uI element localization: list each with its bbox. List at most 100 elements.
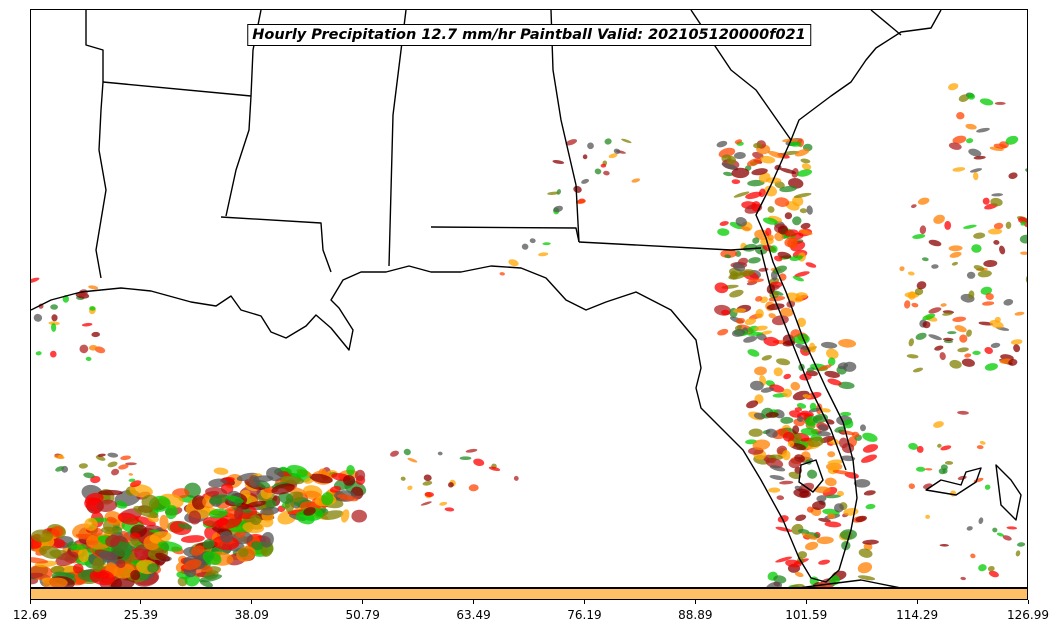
paintball-blob [731, 167, 750, 179]
paintball-blob [278, 492, 294, 504]
paintball-blob [746, 400, 759, 409]
paintball-blob [31, 572, 44, 580]
paintball-blob [988, 228, 1003, 235]
paintball-blob [718, 147, 736, 158]
paintball-blob [979, 440, 986, 445]
paintball-blob [309, 473, 333, 484]
paintball-blob [784, 237, 798, 248]
paintball-blob [208, 494, 229, 505]
paintball-blob [734, 325, 743, 330]
paintball-blob [817, 424, 829, 432]
paintball-blob [760, 330, 773, 335]
paintball-blob [904, 300, 911, 309]
paintball-blob [769, 245, 778, 253]
paintball-blob [116, 559, 126, 569]
paintball-blob [133, 505, 159, 519]
paintball-blob [965, 123, 977, 130]
paintball-blob [762, 217, 778, 225]
paintball-blob [787, 440, 795, 448]
paintball-blob [631, 178, 641, 183]
paintball-blob [916, 445, 924, 453]
paintball-blob [806, 367, 815, 372]
paintball-blob [805, 541, 819, 551]
paintball-blob [114, 500, 128, 509]
paintball-blob [573, 185, 582, 193]
colorbar-tick [362, 600, 364, 604]
paintball-blob [971, 244, 982, 253]
paintball-blob [989, 320, 1004, 329]
paintball-blob [35, 351, 42, 356]
paintball-blob [390, 450, 399, 457]
paintball-blob [963, 224, 977, 229]
paintball-blob [948, 83, 959, 91]
paintball-blob [972, 172, 979, 181]
paintball-blob [978, 564, 987, 572]
paintball-blob [827, 378, 842, 386]
state-border-ms-la-north [102, 81, 252, 97]
paintball-blob [948, 142, 962, 150]
paintball-blob [165, 505, 178, 520]
paintball-blob [922, 321, 931, 329]
paintball-blob [57, 454, 64, 459]
paintball-blob [780, 416, 794, 424]
paintball-blob [801, 532, 817, 540]
colorbar-tick-label: 63.49 [456, 608, 491, 622]
paintball-blob [768, 487, 781, 493]
paintball-blob [789, 255, 804, 262]
paintball-blob [78, 463, 88, 469]
colorbar-tick-label: 101.59 [785, 608, 828, 622]
colorbar-tick [251, 600, 253, 604]
chart-title: Hourly Precipitation 12.7 mm/hr Paintbal… [247, 24, 811, 46]
paintball-blob [960, 576, 966, 581]
paintball-blob [818, 559, 831, 565]
paintball-blob [407, 485, 413, 491]
paintball-blob [827, 357, 836, 366]
paintball-blob [765, 428, 778, 438]
paintball-blob [773, 255, 783, 262]
paintball-blob [1005, 135, 1019, 145]
paintball-blob [840, 411, 852, 417]
paintball-blob [809, 342, 816, 353]
paintball-blob [113, 563, 135, 579]
paintball-blob [732, 262, 746, 272]
paintball-blob [816, 536, 834, 545]
paintball-blob [717, 228, 730, 236]
paintball-blob [785, 201, 800, 211]
paintball-blob [800, 428, 819, 436]
paintball-blob [838, 381, 855, 390]
lake-okeechobee [798, 459, 824, 493]
paintball-blob [768, 313, 776, 319]
paintball-blob [582, 154, 588, 160]
paintball-blob [801, 163, 812, 170]
paintball-blob [39, 545, 62, 559]
paintball-blob [1006, 526, 1018, 530]
state-border-fl-inner [760, 249, 847, 471]
paintball-blob [907, 271, 915, 276]
paintball-blob [843, 418, 854, 429]
paintball-blob [765, 411, 779, 418]
paintball-blob [31, 557, 49, 564]
paintball-blob [51, 314, 58, 322]
paintball-blob [234, 506, 244, 520]
paintball-blob [924, 468, 933, 471]
paintball-blob [594, 168, 602, 175]
paintball-blob [755, 295, 763, 302]
paintball-blob [423, 474, 432, 482]
paintball-blob [1025, 274, 1027, 284]
paintball-blob [1017, 542, 1026, 547]
paintball-blob [178, 522, 193, 530]
paintball-blob [488, 466, 501, 472]
paintball-blob [851, 431, 860, 438]
paintball-blob [820, 408, 831, 413]
paintball-blob [51, 526, 64, 538]
paintball-blob [780, 307, 794, 317]
paintball-blob [249, 514, 262, 526]
paintball-blob [908, 442, 918, 450]
paintball-blob [716, 140, 728, 148]
paintball-blob [790, 329, 801, 338]
paintball-blob [982, 197, 990, 205]
paintball-blob [754, 325, 768, 331]
state-border-ga-fl [578, 241, 762, 251]
paintball-blob [779, 480, 794, 485]
paintball-blob [600, 163, 607, 168]
